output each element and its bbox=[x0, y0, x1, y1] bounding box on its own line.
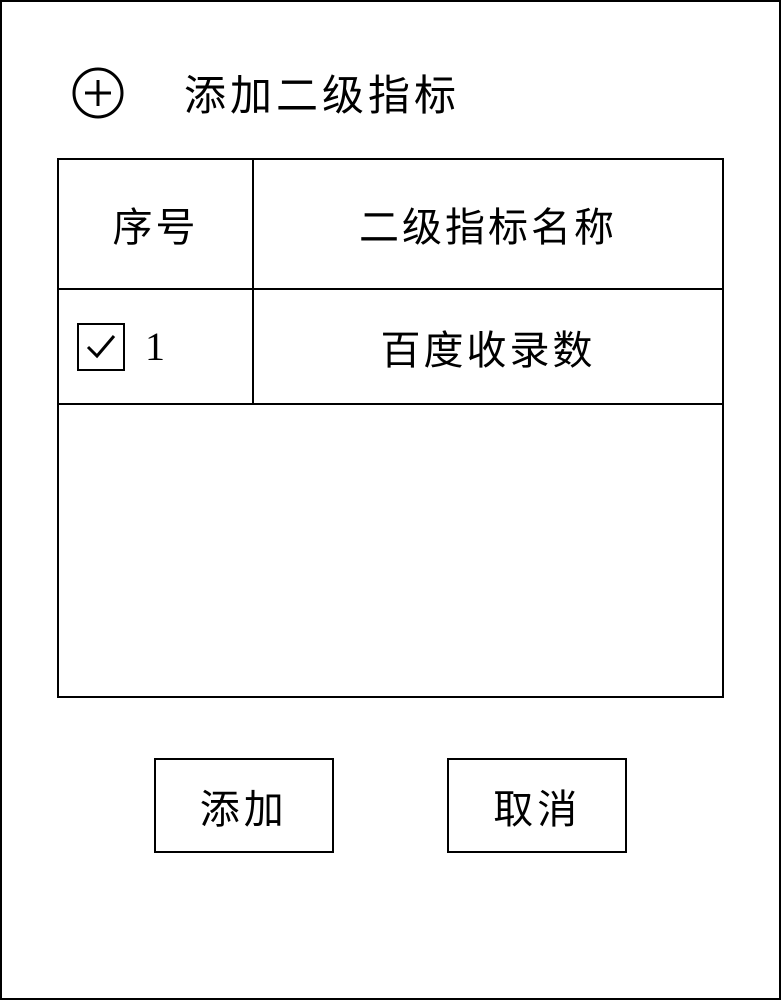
table-header: 序号 二级指标名称 bbox=[59, 160, 722, 290]
button-row: 添加 取消 bbox=[57, 758, 724, 853]
table-empty-area bbox=[59, 405, 722, 696]
add-indicator-dialog: 添加二级指标 序号 二级指标名称 1 百度收录数 添加 取消 bbox=[0, 0, 781, 1000]
cell-seq: 1 bbox=[59, 290, 254, 403]
cancel-button[interactable]: 取消 bbox=[447, 758, 627, 853]
add-button[interactable]: 添加 bbox=[154, 758, 334, 853]
plus-icon[interactable] bbox=[72, 67, 124, 119]
seq-number: 1 bbox=[145, 323, 165, 370]
dialog-header: 添加二级指标 bbox=[72, 62, 724, 123]
dialog-title: 添加二级指标 bbox=[184, 62, 460, 123]
column-header-name: 二级指标名称 bbox=[254, 160, 722, 288]
table-row[interactable]: 1 百度收录数 bbox=[59, 290, 722, 405]
indicator-table: 序号 二级指标名称 1 百度收录数 bbox=[57, 158, 724, 698]
row-checkbox[interactable] bbox=[77, 323, 125, 371]
cell-name: 百度收录数 bbox=[254, 290, 722, 403]
column-header-seq: 序号 bbox=[59, 160, 254, 288]
